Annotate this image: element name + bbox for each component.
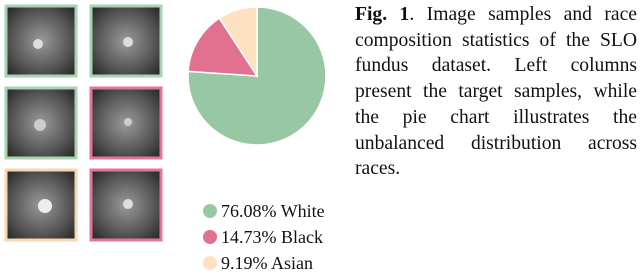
pie-slice <box>218 6 258 79</box>
legend-entry: 14.73% Black <box>221 227 323 247</box>
legend-marker <box>203 230 217 244</box>
legend-value: 14.73% <box>221 227 277 247</box>
legend-entry: 76.08% White <box>221 201 325 221</box>
legend-marker <box>203 256 217 270</box>
caption-label: Fig. 1 <box>355 4 410 25</box>
legend-label: Asian <box>271 253 313 273</box>
fundus-images <box>4 4 163 242</box>
legend-value: 9.19% <box>221 253 268 273</box>
legend-marker <box>203 204 217 218</box>
legend-label: Black <box>281 227 323 247</box>
caption: Fig. 1. Image samples and race compositi… <box>355 2 637 182</box>
legend-value: 76.08% <box>221 201 277 221</box>
legend-entry: 9.19% Asian <box>221 253 313 273</box>
legend-label: White <box>281 201 325 221</box>
caption-text: . Image samples and race composition sta… <box>355 4 637 180</box>
pie-slice <box>187 17 259 77</box>
